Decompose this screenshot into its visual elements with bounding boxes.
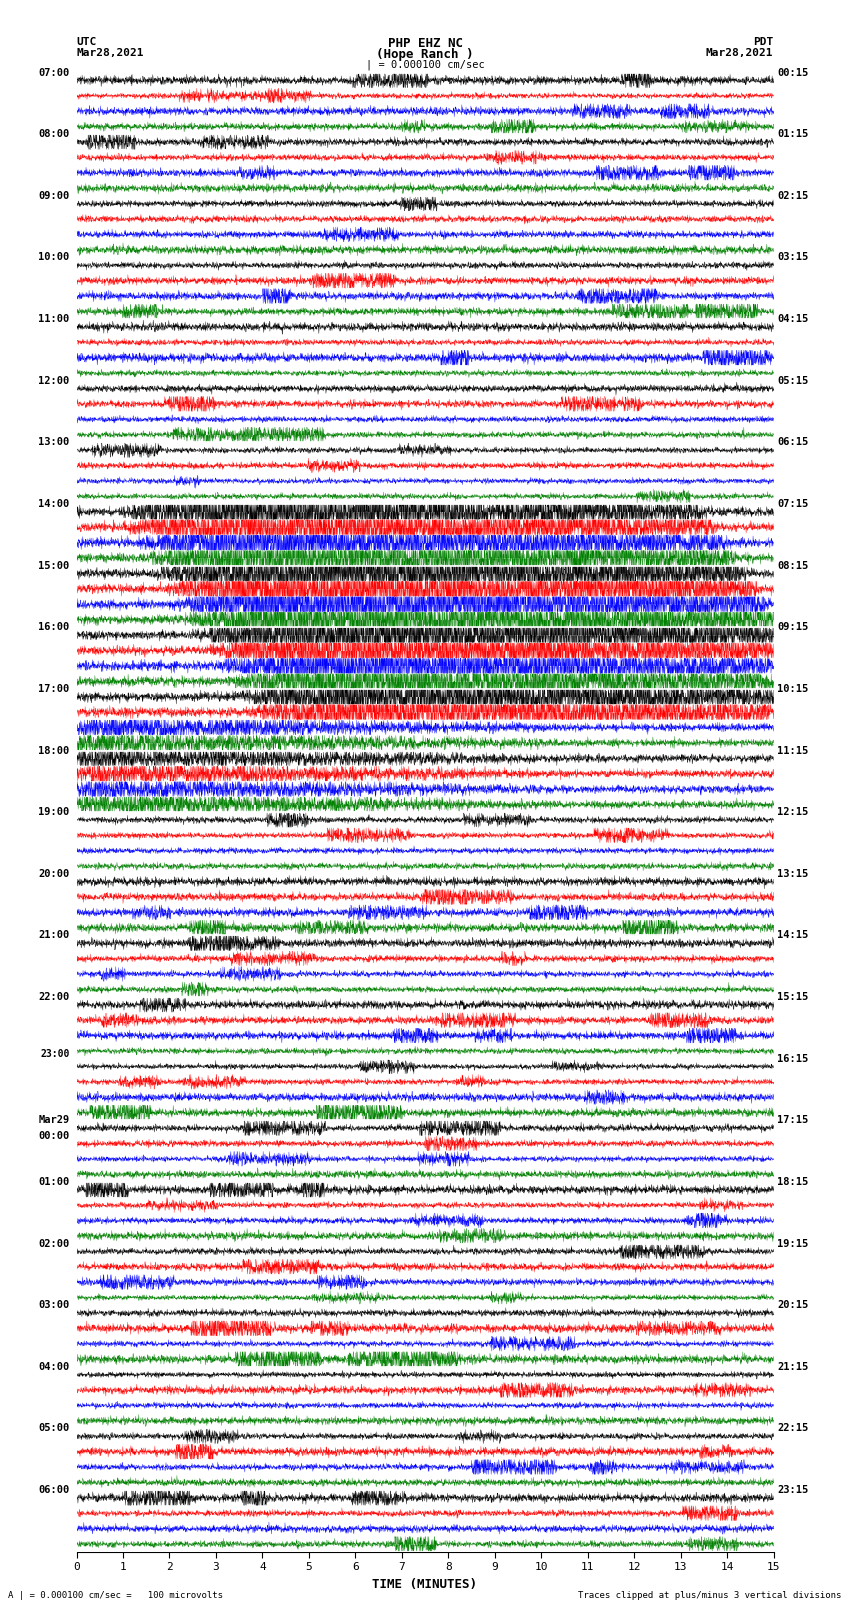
Text: 09:15: 09:15 bbox=[777, 623, 808, 632]
Text: 11:00: 11:00 bbox=[38, 315, 70, 324]
Text: 15:00: 15:00 bbox=[38, 561, 70, 571]
Text: | = 0.000100 cm/sec: | = 0.000100 cm/sec bbox=[366, 60, 484, 71]
Text: 16:00: 16:00 bbox=[38, 623, 70, 632]
Text: Traces clipped at plus/minus 3 vertical divisions: Traces clipped at plus/minus 3 vertical … bbox=[578, 1590, 842, 1600]
Text: 12:15: 12:15 bbox=[777, 806, 808, 818]
Text: 03:00: 03:00 bbox=[38, 1300, 70, 1310]
Text: 19:00: 19:00 bbox=[38, 806, 70, 818]
Text: 05:15: 05:15 bbox=[777, 376, 808, 386]
Text: 02:00: 02:00 bbox=[38, 1239, 70, 1248]
Text: 04:15: 04:15 bbox=[777, 315, 808, 324]
Text: 14:00: 14:00 bbox=[38, 498, 70, 510]
Text: UTC: UTC bbox=[76, 37, 97, 47]
Text: 05:00: 05:00 bbox=[38, 1423, 70, 1434]
Text: 06:00: 06:00 bbox=[38, 1486, 70, 1495]
Text: 19:15: 19:15 bbox=[777, 1239, 808, 1248]
Text: 20:15: 20:15 bbox=[777, 1300, 808, 1310]
Text: 18:00: 18:00 bbox=[38, 745, 70, 755]
Text: 10:00: 10:00 bbox=[38, 253, 70, 263]
Text: 08:00: 08:00 bbox=[38, 129, 70, 139]
Text: 07:15: 07:15 bbox=[777, 498, 808, 510]
X-axis label: TIME (MINUTES): TIME (MINUTES) bbox=[372, 1578, 478, 1590]
Text: 01:15: 01:15 bbox=[777, 129, 808, 139]
Text: A | = 0.000100 cm/sec =   100 microvolts: A | = 0.000100 cm/sec = 100 microvolts bbox=[8, 1590, 224, 1600]
Text: 02:15: 02:15 bbox=[777, 190, 808, 202]
Text: 21:00: 21:00 bbox=[38, 931, 70, 940]
Text: 20:00: 20:00 bbox=[38, 869, 70, 879]
Text: 13:00: 13:00 bbox=[38, 437, 70, 447]
Text: Mar28,2021: Mar28,2021 bbox=[706, 48, 774, 58]
Text: 15:15: 15:15 bbox=[777, 992, 808, 1002]
Text: 08:15: 08:15 bbox=[777, 561, 808, 571]
Text: 12:00: 12:00 bbox=[38, 376, 70, 386]
Text: 00:15: 00:15 bbox=[777, 68, 808, 77]
Text: 22:00: 22:00 bbox=[38, 992, 70, 1002]
Text: PDT: PDT bbox=[753, 37, 774, 47]
Text: 11:15: 11:15 bbox=[777, 745, 808, 755]
Text: (Hope Ranch ): (Hope Ranch ) bbox=[377, 48, 473, 61]
Text: Mar29: Mar29 bbox=[38, 1115, 70, 1126]
Text: 06:15: 06:15 bbox=[777, 437, 808, 447]
Text: 17:15: 17:15 bbox=[777, 1115, 808, 1126]
Text: 14:15: 14:15 bbox=[777, 931, 808, 940]
Text: 23:15: 23:15 bbox=[777, 1486, 808, 1495]
Text: 07:00: 07:00 bbox=[38, 68, 70, 77]
Text: 10:15: 10:15 bbox=[777, 684, 808, 694]
Text: 21:15: 21:15 bbox=[777, 1361, 808, 1371]
Text: 04:00: 04:00 bbox=[38, 1361, 70, 1371]
Text: 17:00: 17:00 bbox=[38, 684, 70, 694]
Text: Mar28,2021: Mar28,2021 bbox=[76, 48, 144, 58]
Text: 13:15: 13:15 bbox=[777, 869, 808, 879]
Text: PHP EHZ NC: PHP EHZ NC bbox=[388, 37, 462, 50]
Text: 16:15: 16:15 bbox=[777, 1053, 808, 1063]
Text: 03:15: 03:15 bbox=[777, 253, 808, 263]
Text: 22:15: 22:15 bbox=[777, 1423, 808, 1434]
Text: 18:15: 18:15 bbox=[777, 1177, 808, 1187]
Text: 00:00: 00:00 bbox=[38, 1131, 70, 1140]
Text: 01:00: 01:00 bbox=[38, 1177, 70, 1187]
Text: 09:00: 09:00 bbox=[38, 190, 70, 202]
Text: 23:00: 23:00 bbox=[40, 1048, 70, 1058]
